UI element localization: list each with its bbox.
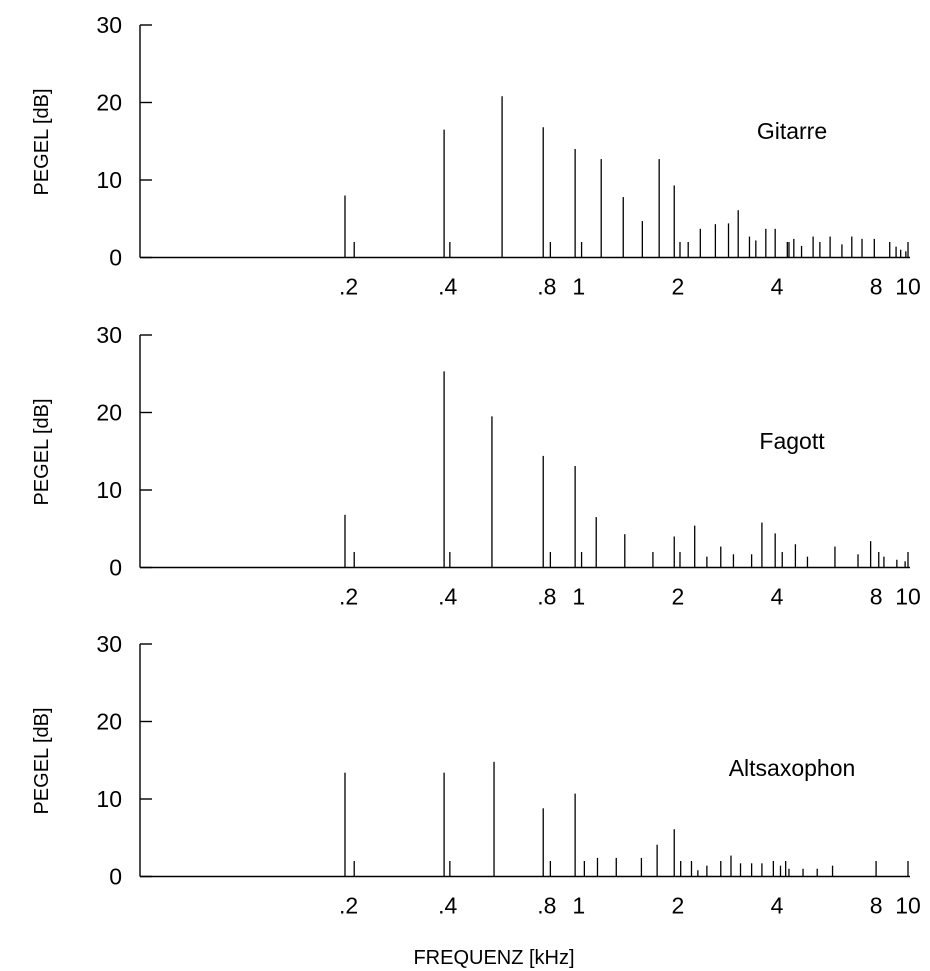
x-tick-label: .4: [438, 893, 457, 919]
x-tick-label: 10: [895, 584, 921, 610]
x-tick-label: .4: [438, 584, 457, 610]
x-tick-label: 2: [671, 584, 684, 610]
y-tick-label: 10: [96, 786, 122, 812]
instrument-label: Fagott: [759, 428, 825, 454]
x-tick-label: 2: [671, 274, 684, 300]
y-tick-label: 30: [96, 631, 122, 657]
y-tick-label: 20: [96, 709, 122, 735]
y-tick-label: 0: [109, 864, 122, 890]
x-tick-label: 1: [572, 893, 585, 919]
y-tick-label: 0: [109, 245, 122, 271]
x-tick-label: 4: [771, 584, 784, 610]
y-axis-title: PEGEL [dB]: [31, 398, 53, 505]
x-tick-label: 8: [870, 274, 883, 300]
x-tick-label: 2: [671, 893, 684, 919]
x-tick-label: 4: [771, 274, 784, 300]
x-tick-label: 10: [895, 274, 921, 300]
x-axis-title: FREQUENZ [kHz]: [413, 947, 574, 969]
x-tick-label: .8: [537, 893, 556, 919]
x-tick-label: 1: [572, 274, 585, 300]
x-tick-label: .2: [339, 584, 358, 610]
x-tick-label: .4: [438, 274, 457, 300]
y-tick-label: 20: [96, 400, 122, 426]
x-tick-label: 8: [870, 893, 883, 919]
y-tick-label: 0: [109, 555, 122, 581]
x-tick-label: .2: [339, 274, 358, 300]
x-tick-label: 10: [895, 893, 921, 919]
x-tick-label: .2: [339, 893, 358, 919]
y-tick-label: 10: [96, 167, 122, 193]
y-axis-title: PEGEL [dB]: [31, 707, 53, 814]
panel-2: 0 10 20 30 PEGEL [dB] .2 .4 .8 1 2 4 8 10 Fagott: [31, 322, 921, 610]
instrument-label: Gitarre: [757, 118, 827, 144]
x-tick-label: 8: [870, 584, 883, 610]
panel-3: 0 10 20 30 PEGEL [dB] .2 .4 .8 1 2 4 8 10 Altsaxophon: [31, 631, 921, 919]
y-tick-label: 20: [96, 90, 122, 116]
x-tick-label: 1: [572, 584, 585, 610]
y-tick-label: 30: [96, 322, 122, 348]
y-axis-title: PEGEL [dB]: [31, 88, 53, 195]
x-tick-label: 4: [771, 893, 784, 919]
x-tick-label: .8: [537, 274, 556, 300]
panel-1: 0 10 20 30 PEGEL [dB] .2 .4 .8 1 2 4 8 10 Gitarre: [31, 12, 921, 300]
y-tick-label: 30: [96, 12, 122, 38]
y-tick-label: 10: [96, 477, 122, 503]
instrument-label: Altsaxophon: [729, 755, 856, 781]
x-tick-label: .8: [537, 584, 556, 610]
